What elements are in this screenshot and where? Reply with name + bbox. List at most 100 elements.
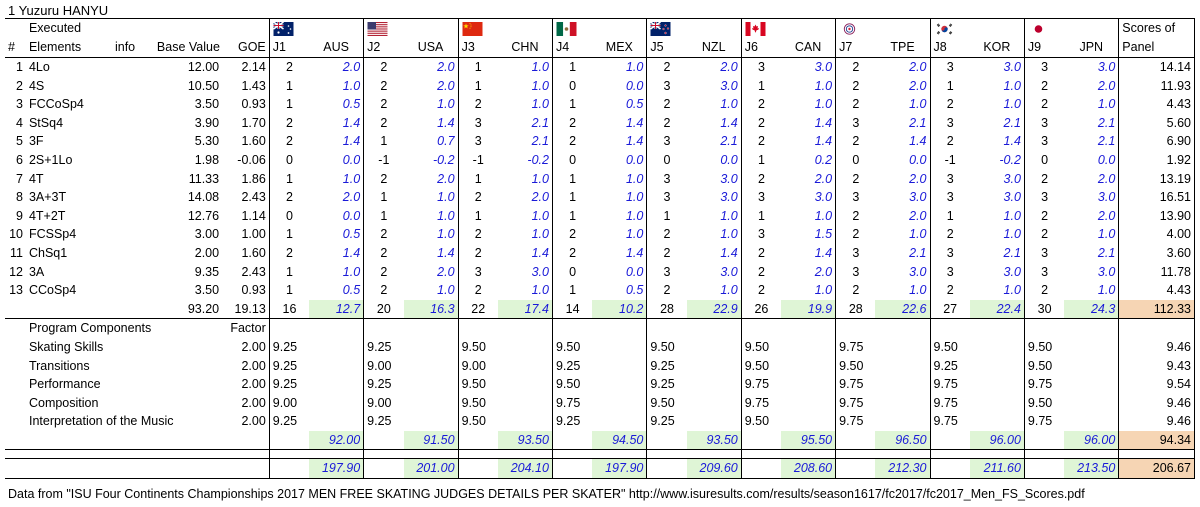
element-base-value: 11.33: [188, 171, 220, 186]
header-executed: Executed: [25, 18, 270, 38]
judge-goe-value: 2.0: [1097, 208, 1116, 223]
header-scores-of: Scores of: [1118, 18, 1195, 38]
judge-goe-value: 1.0: [1097, 283, 1116, 298]
judge-grand-total: 197.90: [592, 458, 647, 480]
judge-goe-grade: 1: [268, 225, 310, 244]
blank: [875, 338, 930, 357]
judge-component-score: 9.75: [1023, 375, 1065, 394]
element-goe: 2.14: [241, 60, 266, 74]
judge-goe-value: 3.0: [1097, 264, 1116, 279]
blank: [970, 375, 1025, 394]
judge-goe-value: 1.0: [720, 208, 738, 223]
header-row-2: # Elements info Base Value GOE J1 AUS J2 USA J3 CH…: [5, 38, 1195, 58]
judge-goe-value: 1.0: [625, 171, 644, 186]
judge-goe-grade: 1: [268, 169, 310, 189]
judge-goe-value: 1.0: [909, 227, 927, 242]
element-info: [112, 170, 154, 189]
judge-goe-grade: 3: [457, 132, 498, 151]
judge-goe-value: 3.0: [1003, 60, 1021, 74]
judge-goe-grade: 2: [646, 243, 687, 263]
blank: [1023, 458, 1065, 480]
judge-flag-cell: [1023, 18, 1065, 38]
judge-goe-grade: 3: [835, 262, 876, 282]
judge-component-score: 9.50: [740, 356, 782, 376]
blank: [498, 338, 553, 357]
element-num: 8: [16, 190, 23, 205]
blank: [970, 394, 1025, 413]
judge-goe-grade: 1: [268, 262, 310, 282]
judge-goe-grade: 2: [363, 76, 404, 96]
judge-goe-value: 1.0: [814, 78, 833, 93]
element-name: FCSSp4: [28, 227, 77, 242]
blank: [687, 412, 742, 431]
judge-goe-grade: 3: [1023, 188, 1065, 207]
judge-goe-value: 1.5: [814, 227, 833, 242]
judge-component-score: 9.75: [835, 412, 876, 431]
element-base-value: 2.00: [194, 245, 220, 260]
judge-goe-grade: 3: [646, 188, 687, 207]
element-name: CCoSp4: [28, 283, 77, 298]
component-row: Skating Skills 2.00 9.25 9.25 9.50 9.50 9.50 9.…: [5, 337, 1195, 357]
judge-id: J7: [835, 38, 876, 58]
judge-id: J1: [268, 38, 310, 58]
blank: [929, 449, 970, 459]
judge-goe-grade: 2: [551, 132, 593, 151]
judge-goe-grade: 3: [740, 57, 782, 77]
element-panel-score: 4.00: [1118, 225, 1195, 244]
judge-flag-cell: [929, 18, 970, 38]
canada-flag: [745, 22, 766, 36]
element-base-value: 12.76: [187, 208, 220, 223]
blank: [1118, 449, 1195, 459]
judge-goe-total: 19.9: [781, 299, 836, 320]
judge-goe-value: 2.0: [909, 78, 927, 93]
judge-goe-value: 0.0: [625, 264, 644, 279]
judge-goe-value: 3.0: [1003, 264, 1021, 279]
judge-goe-value: 1.0: [342, 264, 361, 279]
blank: [5, 458, 26, 480]
judge-goe-grade: 2: [835, 95, 876, 114]
component-name: Performance: [28, 377, 101, 392]
judge-component-score: 9.75: [929, 412, 970, 431]
judge-goe-value: 1.0: [720, 227, 738, 242]
element-goe: 0.93: [241, 283, 266, 298]
pcs-header-row: Program Components Factor: [5, 318, 1195, 338]
header-blank: [5, 18, 26, 38]
blank: [1064, 319, 1119, 338]
judge-goe-grade: 2: [835, 225, 876, 244]
blank: [551, 318, 593, 338]
judge-component-score: 9.25: [929, 356, 970, 376]
judge-goe-value: 3.0: [720, 78, 738, 93]
judge-goe-grade: 2: [363, 57, 404, 77]
element-base-value: 5.30: [194, 134, 220, 149]
blank: [1064, 412, 1119, 431]
judge-grade-total: 22: [457, 299, 498, 320]
judge-goe-value: 2.1: [1097, 115, 1116, 130]
judge-goe-grade: 2: [929, 225, 970, 244]
judge-goe-value: 1.4: [814, 245, 833, 260]
element-goe: 1.43: [241, 78, 266, 93]
judge-goe-value: 2.1: [1097, 245, 1116, 260]
judge-goe-grade: 1: [551, 57, 593, 77]
judge-pcs-total: 91.50: [403, 430, 459, 451]
judge-goe-value: 2.1: [531, 134, 549, 149]
total-base-value: 93.20: [153, 299, 223, 320]
element-num: 5: [16, 134, 23, 149]
judge-goe-grade: 3: [835, 243, 876, 263]
judge-goe-grade: 2: [646, 113, 687, 133]
judge-component-score: 9.50: [1023, 393, 1065, 413]
element-panel-score: 4.43: [1118, 95, 1195, 114]
blank: [5, 412, 26, 431]
judge-goe-grade: 2: [363, 225, 404, 244]
judge-goe-grade: 0: [551, 76, 593, 96]
judge-goe-grade: 3: [457, 113, 498, 133]
element-name: 2S+1Lo: [28, 152, 73, 167]
judge-goe-value: 1.0: [814, 283, 833, 298]
element-base-value: 3.00: [194, 227, 220, 242]
blank: [970, 357, 1025, 376]
judge-goe-grade: 3: [740, 225, 782, 244]
judge-goe-value: 0.5: [625, 97, 644, 112]
judge-pcs-total: 95.50: [781, 430, 836, 451]
element-name: 3F: [28, 134, 44, 149]
judge-goe-grade: 0: [551, 150, 593, 170]
china-flag: [462, 22, 483, 36]
